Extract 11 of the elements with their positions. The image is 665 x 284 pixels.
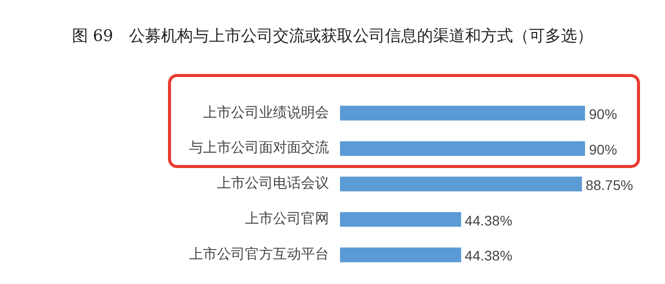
y-tick-label: 上市公司电话会议 (217, 176, 329, 192)
data-label: 90% (589, 106, 618, 122)
y-tick-label: 与上市公司面对面交流 (189, 140, 329, 156)
data-label: 90% (589, 141, 618, 158)
y-tick-label: 上市公司官网 (245, 211, 329, 228)
data-label: 44.38% (464, 212, 512, 228)
y-tick-label: 上市公司官方互动平台 (189, 246, 329, 263)
data-label: 44.38% (464, 248, 512, 264)
data-label: 88.75% (586, 176, 634, 193)
chart-title: 图 69 公募机构与上市公司交流或获取公司信息的渠道和方式（可多选） (70, 26, 594, 47)
y-tick-label: 上市公司业绩说明会 (203, 104, 329, 121)
